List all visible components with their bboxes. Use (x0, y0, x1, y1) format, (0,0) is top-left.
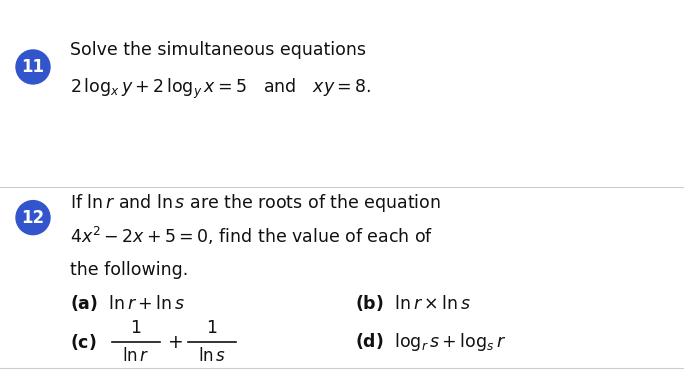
Text: the following.: the following. (70, 261, 188, 279)
Ellipse shape (16, 201, 50, 235)
Text: 11: 11 (21, 58, 44, 76)
Text: If $\ln r$ and $\ln s$ are the roots of the equation: If $\ln r$ and $\ln s$ are the roots of … (70, 192, 440, 214)
Text: $\mathbf{(c)}$: $\mathbf{(c)}$ (70, 332, 96, 352)
Text: 1: 1 (207, 319, 218, 337)
Text: 1: 1 (131, 319, 142, 337)
Text: $\mathbf{(d)}$  $\log_r s + \log_s r$: $\mathbf{(d)}$ $\log_r s + \log_s r$ (355, 331, 506, 353)
Text: $\mathbf{(b)}$  $\ln r \times \ln s$: $\mathbf{(b)}$ $\ln r \times \ln s$ (355, 293, 471, 313)
Text: $2\,\mathrm{log}_x\,y + 2\,\mathrm{log}_y\,x = 5$$\quad\mathrm{and}\quad$$xy = 8: $2\,\mathrm{log}_x\,y + 2\,\mathrm{log}_… (70, 77, 371, 102)
Text: $4x^2 - 2x + 5 = 0$, find the value of each of: $4x^2 - 2x + 5 = 0$, find the value of e… (70, 225, 433, 247)
Text: Solve the simultaneous equations: Solve the simultaneous equations (70, 41, 366, 59)
Text: $\ln s$: $\ln s$ (198, 347, 226, 365)
Text: $\mathbf{(a)}$  $\ln r + \ln s$: $\mathbf{(a)}$ $\ln r + \ln s$ (70, 293, 185, 313)
Text: +: + (168, 333, 184, 352)
Text: $\ln r$: $\ln r$ (122, 347, 150, 365)
Ellipse shape (16, 50, 50, 84)
Text: 12: 12 (21, 209, 44, 227)
